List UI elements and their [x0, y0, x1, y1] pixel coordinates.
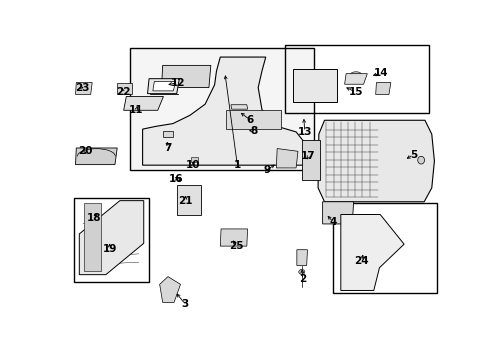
Text: 4: 4 [329, 217, 336, 227]
Text: 1: 1 [233, 160, 241, 170]
Text: 24: 24 [354, 256, 368, 266]
Text: 12: 12 [170, 77, 185, 87]
Polygon shape [292, 69, 336, 102]
Ellipse shape [298, 269, 304, 274]
Polygon shape [84, 203, 101, 271]
Ellipse shape [306, 79, 321, 91]
Text: 9: 9 [263, 165, 270, 175]
Text: 11: 11 [129, 105, 143, 115]
Polygon shape [344, 74, 366, 84]
Ellipse shape [417, 156, 424, 164]
Polygon shape [75, 82, 92, 94]
Text: 8: 8 [249, 126, 257, 136]
Text: 25: 25 [228, 240, 243, 251]
Text: 23: 23 [75, 82, 89, 93]
Polygon shape [161, 66, 210, 87]
Text: 15: 15 [348, 87, 363, 97]
Text: 18: 18 [87, 213, 102, 223]
Ellipse shape [235, 115, 256, 124]
Polygon shape [220, 229, 247, 246]
Polygon shape [190, 157, 198, 162]
Polygon shape [296, 250, 307, 266]
Polygon shape [153, 81, 175, 91]
Text: 3: 3 [182, 299, 189, 309]
Polygon shape [142, 57, 309, 165]
Polygon shape [131, 49, 313, 169]
Text: 10: 10 [185, 160, 200, 170]
Ellipse shape [234, 114, 256, 125]
Ellipse shape [350, 72, 361, 77]
Text: 20: 20 [78, 146, 92, 156]
Text: 6: 6 [246, 115, 253, 125]
Polygon shape [276, 149, 297, 168]
Ellipse shape [259, 117, 275, 125]
Text: 19: 19 [102, 244, 117, 254]
Ellipse shape [177, 177, 181, 181]
Text: 2: 2 [299, 274, 306, 284]
Polygon shape [79, 201, 143, 275]
Polygon shape [123, 96, 163, 110]
Polygon shape [225, 110, 280, 129]
Text: 5: 5 [409, 150, 416, 159]
Polygon shape [317, 120, 433, 202]
Text: 16: 16 [168, 174, 183, 184]
Polygon shape [75, 148, 117, 165]
Polygon shape [117, 82, 132, 94]
Ellipse shape [301, 75, 326, 96]
Ellipse shape [122, 86, 127, 91]
Polygon shape [159, 276, 180, 302]
Polygon shape [301, 140, 319, 180]
Text: 17: 17 [301, 151, 315, 161]
Polygon shape [230, 105, 247, 109]
Polygon shape [147, 79, 179, 94]
Ellipse shape [235, 105, 243, 109]
Polygon shape [340, 215, 403, 291]
Ellipse shape [79, 85, 87, 92]
Polygon shape [375, 82, 390, 94]
Text: 22: 22 [115, 87, 130, 97]
Polygon shape [163, 131, 173, 138]
Text: 21: 21 [178, 195, 192, 206]
Text: 13: 13 [297, 127, 311, 137]
Text: 14: 14 [373, 68, 388, 78]
Polygon shape [177, 185, 201, 215]
Polygon shape [322, 202, 353, 224]
Text: 7: 7 [164, 143, 172, 153]
